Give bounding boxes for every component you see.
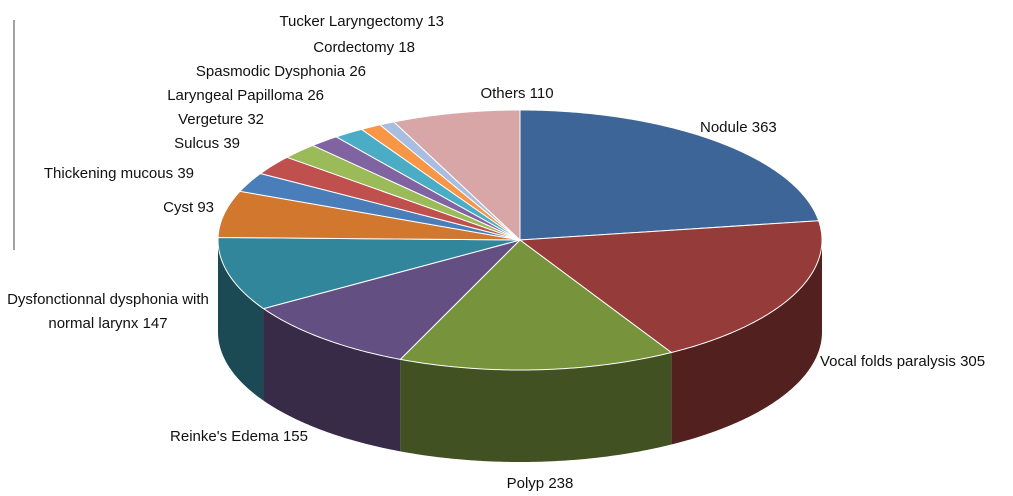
value-label: 305: [960, 353, 986, 370]
value-label: 26: [349, 63, 366, 80]
data-label: Cordectomy 18: [313, 36, 415, 60]
value-label: 110: [529, 85, 554, 102]
slice: [311, 136, 521, 241]
value-label: 26: [307, 87, 324, 104]
value-label: 18: [398, 39, 415, 56]
value-label: 147: [142, 315, 168, 332]
slice: [285, 144, 521, 241]
data-label: Cyst 93: [163, 196, 214, 220]
value-label: 39: [223, 135, 240, 152]
value-label: 32: [247, 111, 264, 128]
slice: [238, 172, 521, 241]
data-label: Thickening mucous 39: [44, 162, 194, 186]
slice: [217, 236, 521, 310]
data-label: Laryngeal Papilloma 26: [167, 84, 324, 108]
data-label: Vergeture 32: [178, 108, 264, 132]
category-label: Others: [480, 85, 526, 102]
slice-side: [263, 308, 401, 452]
slice-side: [671, 240, 822, 445]
slice: [334, 128, 521, 241]
category-label: Cordectomy: [313, 39, 395, 56]
data-label: Reinke's Edema 155: [170, 425, 308, 449]
category-label: Spasmodic Dysphonia: [195, 63, 346, 80]
value-label: 238: [548, 475, 574, 492]
data-label: Vocal folds paralysis 305: [820, 350, 985, 374]
value-label: 13: [427, 13, 444, 30]
data-label: Sulcus 39: [174, 132, 240, 156]
data-label: Spasmodic Dysphonia 26: [196, 60, 366, 84]
slice: [360, 124, 521, 241]
category-label: Sulcus: [174, 135, 220, 152]
data-label: Tucker Laryngectomy 13: [279, 10, 444, 34]
data-label: Dysfonctionnal dysphonia with normal lar…: [3, 288, 213, 336]
category-label: Cyst: [163, 199, 194, 216]
category-label: Vocal folds paralysis: [820, 353, 956, 370]
slice: [378, 121, 521, 241]
value-label: 93: [197, 199, 214, 216]
value-label: 39: [177, 165, 194, 182]
category-label: Polyp: [506, 475, 545, 492]
data-label: Polyp 238: [507, 472, 574, 496]
category-label: Dysfonctionnal dysphonia with normal lar…: [7, 291, 209, 332]
slice: [519, 109, 820, 241]
data-label: Others 110: [480, 82, 553, 106]
slice-side: [400, 352, 672, 462]
value-label: 155: [282, 428, 308, 445]
slice: [217, 190, 521, 241]
slice: [259, 156, 521, 241]
category-label: Tucker Laryngectomy: [279, 13, 424, 30]
slice-side: [218, 240, 264, 401]
slice: [399, 239, 673, 371]
category-label: Laryngeal Papilloma: [167, 87, 304, 104]
slice: [518, 220, 823, 354]
category-label: Nodule: [700, 119, 748, 136]
slice: [392, 109, 521, 242]
category-label: Vergeture: [178, 111, 244, 128]
slice: [262, 239, 522, 360]
value-label: 363: [751, 119, 777, 136]
category-label: Reinke's Edema: [170, 428, 279, 445]
category-label: Thickening mucous: [43, 165, 174, 182]
data-label: Nodule 363: [700, 116, 777, 140]
